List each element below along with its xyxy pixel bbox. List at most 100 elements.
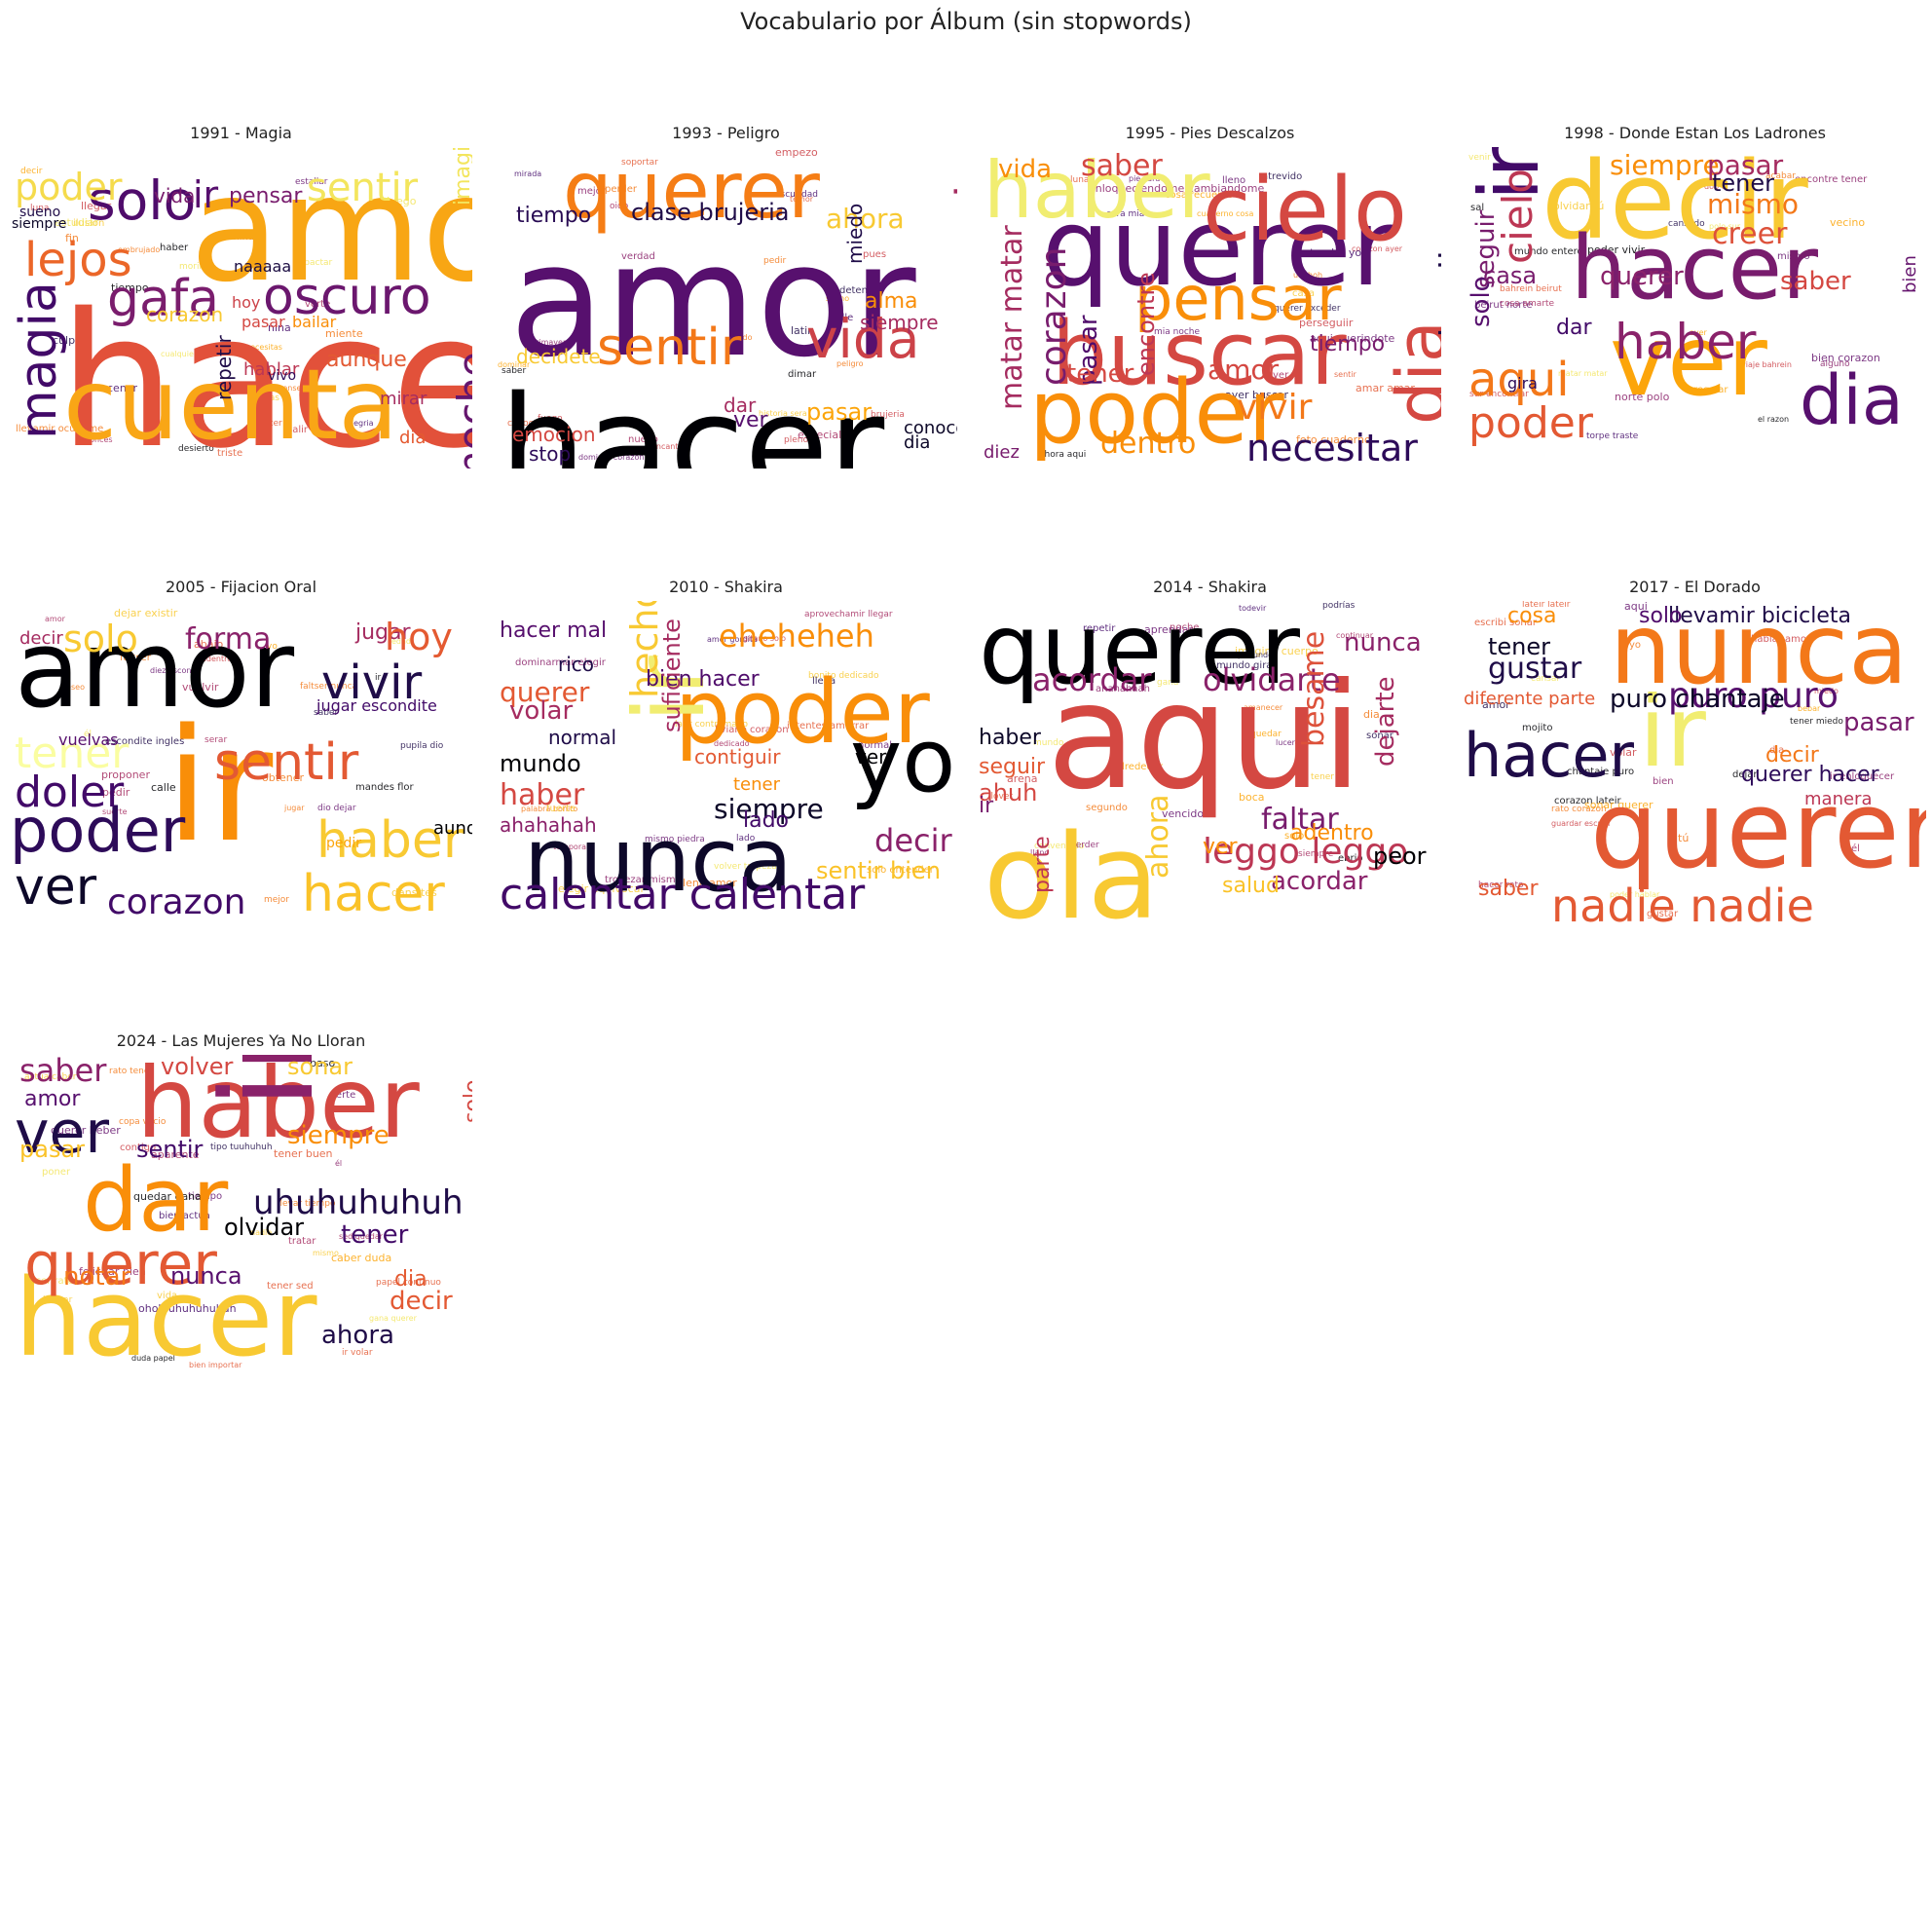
cloud-filler-word: tropezar mismo: [605, 875, 682, 885]
cloud-filler-word: corazon ayer: [1352, 244, 1403, 253]
panel-title: 2017 - El Dorado: [1629, 578, 1761, 596]
cloud-filler-word: quedar gana: [133, 1190, 202, 1203]
cloud-filler-word: estudiar: [55, 216, 99, 229]
panel-title: 2024 - Las Mujeres Ya No Lloran: [116, 1031, 366, 1050]
cloud-filler-word: tiempo: [188, 1191, 223, 1202]
cloud-filler-word: pleno: [784, 435, 808, 445]
cloud-filler-word: dio dejar: [317, 804, 356, 813]
cloud-word: matar matar: [995, 225, 1029, 410]
cloud-word: ahahahah: [500, 813, 597, 837]
cloud-word: poder: [15, 166, 123, 208]
cloud-filler-word: triste: [217, 448, 243, 459]
cloud-word: uhuhuhuhuh: [253, 1183, 464, 1222]
panel-title: 2005 - Fijacion Oral: [165, 578, 317, 596]
cloud-filler-word: uhohoh: [1293, 271, 1323, 280]
cloud-word: pensar: [229, 184, 303, 208]
cloud-filler-word: hablar amor: [1751, 634, 1811, 645]
cloud-filler-word: latido: [730, 333, 753, 342]
cloud-filler-word: serar: [204, 735, 228, 745]
cloud-filler-word: papel continuo: [376, 1278, 441, 1288]
cloud-filler-word: miedo: [1814, 687, 1839, 695]
cloud-word: querer hacer: [1741, 763, 1879, 787]
cloud-filler-word: ahora aqui: [1039, 450, 1087, 460]
cloud-filler-word: dedicado: [714, 739, 750, 748]
cloud-word: tiempo: [1310, 332, 1386, 356]
cloud-word: dejarte: [1371, 676, 1400, 767]
cloud-filler-word: dominar corazon: [578, 453, 645, 462]
cloud-filler-word: foto cuaderno: [1296, 433, 1371, 446]
cloud-filler-word: duda papel: [131, 1354, 175, 1363]
cloud-filler-word: necesitas: [245, 343, 282, 352]
cloud-word: ahora: [321, 1321, 394, 1350]
wordcloud-panel: 2005 - Fijacion Oral escondite ingles mand…: [10, 578, 472, 922]
cloud-word: corazon: [146, 303, 224, 326]
cloud-word: ahora: [826, 203, 905, 235]
cloud-filler-word: norte polo: [1615, 391, 1670, 403]
cloud-filler-word: el razon: [1758, 415, 1790, 424]
cloud-filler-word: llevamir ocultame: [16, 424, 104, 434]
wordcloud-panel: 2010 - Shakira latir contramano intentes a…: [495, 578, 957, 922]
cloud-word: querer: [563, 147, 820, 236]
cloud-word: aqui: [1468, 353, 1570, 407]
cloud-word: solo: [461, 1079, 472, 1124]
cloud-filler-word: querer exceder: [1274, 304, 1341, 314]
cloud-word: puro puro: [1668, 676, 1839, 716]
cloud-filler-word: liviano corazon: [715, 725, 789, 735]
cloud-filler-word: yo: [267, 642, 278, 652]
cloud-filler-word: llena: [812, 676, 836, 687]
cloud-filler-word: tener: [1311, 772, 1335, 782]
cloud-filler-word: ohoh uhuhuhuhuh: [138, 1302, 237, 1315]
cloud-filler-word: dejar existir: [114, 607, 178, 619]
cloud-filler-word: lado: [736, 834, 756, 843]
cloud-filler-word: venir: [1468, 153, 1491, 163]
cloud-filler-word: mirada: [514, 169, 542, 178]
cloud-filler-word: gitano solo: [743, 634, 787, 643]
cloud-filler-word: tratar: [288, 1236, 316, 1247]
cloud-word: haber: [947, 147, 957, 198]
cloud-filler-word: casa: [1292, 288, 1315, 299]
cloud-word: volver: [161, 1055, 234, 1080]
cloud-filler-word: morir: [179, 262, 204, 272]
cloud-filler-word: verte: [305, 299, 331, 310]
cloud-filler-word: perseguiir: [1299, 317, 1354, 329]
cloud-word: ver: [1203, 835, 1238, 859]
cloud-filler-word: repetir: [1083, 623, 1116, 634]
cloud-filler-word: dans tes: [391, 886, 437, 899]
cloud-word: suficiente: [658, 618, 686, 732]
cloud-filler-word: segundo: [1086, 803, 1128, 813]
cloud-filler-word: dia: [1363, 708, 1380, 721]
cloud-word: llevamir bicicleta: [1668, 604, 1851, 628]
cloud-filler-word: temporal: [553, 843, 589, 851]
cloud-word: magia: [10, 281, 68, 439]
wordcloud: perseguiir ahora aqui querer exceder ayer b…: [979, 147, 1441, 468]
cloud-filler-word: siempre: [1298, 849, 1334, 859]
cloud-filler-word: pie cara: [1129, 174, 1161, 183]
cloud-filler-word: embrujado: [118, 245, 161, 254]
cloud-word: tiempo: [516, 204, 592, 228]
cloud-word: forma: [185, 622, 272, 656]
cloud-word: tener: [15, 729, 130, 778]
cloud-filler-word: mismo: [1777, 251, 1810, 262]
cloud-word: dia: [399, 428, 427, 448]
cloud-word: diferente parte: [1464, 689, 1596, 709]
cloud-filler-word: quedar: [1250, 730, 1282, 739]
cloud-word: vivo: [268, 368, 297, 384]
cloud-filler-word: obtener: [262, 771, 305, 784]
cloud-word: eheheheh: [719, 618, 874, 655]
panel-title: 2010 - Shakira: [669, 578, 783, 596]
cloud-word: cuenta: [63, 348, 398, 462]
cloud-filler-word: bien importar: [189, 1361, 242, 1369]
cloud-filler-word: culpa: [53, 334, 82, 347]
wordcloud: cualquiera morir impactar llevamir ocultame…: [10, 147, 472, 468]
cloud-filler-word: conseguir: [279, 384, 317, 393]
cloud-filler-word: ayer: [1690, 328, 1707, 337]
cloud-filler-word: mandes flor: [355, 782, 414, 793]
cloud-filler-word: bien: [1653, 776, 1674, 787]
cloud-filler-word: quiter: [256, 419, 282, 429]
cloud-filler-word: lleno: [1222, 175, 1246, 186]
cloud-word: dar: [1556, 316, 1592, 340]
cloud-filler-word: amor gordita: [707, 635, 758, 644]
cloud-filler-word: encontre tener: [1795, 174, 1868, 185]
cloud-filler-word: acabar: [1765, 171, 1796, 181]
cloud-filler-word: fin: [65, 232, 79, 244]
